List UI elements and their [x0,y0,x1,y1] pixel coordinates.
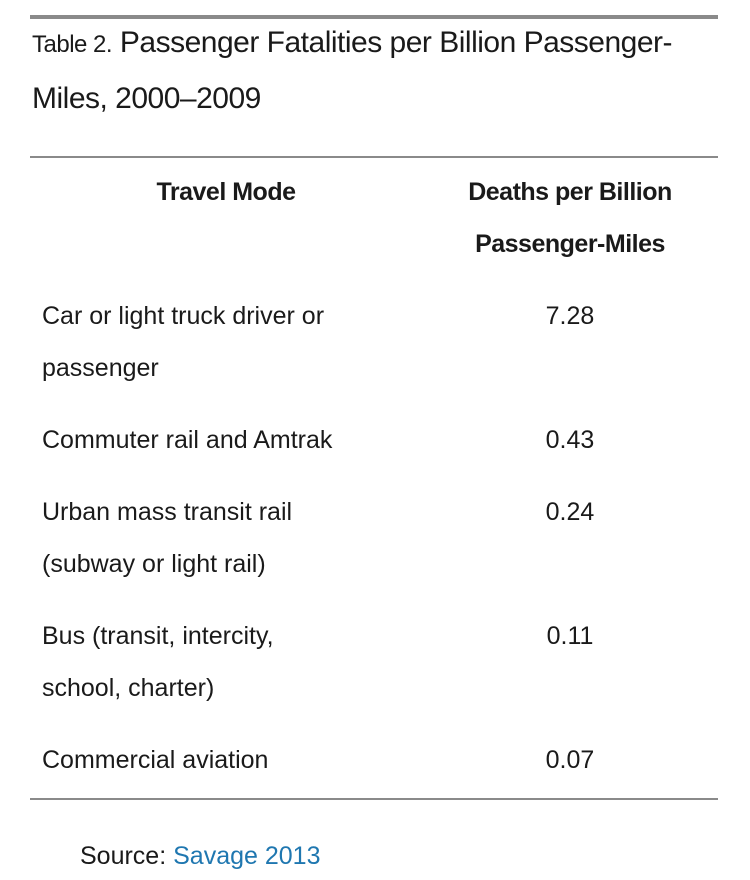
table-title: Passenger Fatalities per Billion Passeng… [32,26,673,115]
travel-mode-cell: Commercial aviation [42,746,269,774]
table-row: Urban mass transit rail (subway or light… [30,466,718,590]
header-row: Travel Mode Deaths per Billion Passenger… [30,158,718,270]
travel-mode-cell: Car or light truck driver or passenger [30,270,422,394]
travel-mode-cell: Urban mass transit rail (subway or light… [30,466,422,590]
table-caption: Table 2. Passenger Fatalities per Billio… [32,16,712,126]
table-label: Table 2. [32,31,113,58]
table-row: Bus (transit, intercity, school, charter… [30,590,718,714]
header-rule [30,156,718,158]
column-header-deaths-text: Deaths per Billion Passenger-Miles [468,178,672,258]
source-label: Source: [80,842,167,870]
top-rule [30,15,718,19]
travel-mode-cell: Commuter rail and Amtrak [42,426,333,454]
fatalities-table: Travel Mode Deaths per Billion Passenger… [30,158,718,799]
deaths-cell: 0.43 [545,426,595,454]
column-header-deaths: Deaths per Billion Passenger-Miles [422,158,718,270]
source-link[interactable]: Savage 2013 [173,842,321,870]
source-note: Source: Savage 2013 [80,836,320,876]
column-header-travel-mode: Travel Mode [156,178,297,206]
bottom-rule [30,798,718,800]
travel-mode-text: Car or light truck driver or passenger [42,302,325,382]
deaths-cell: 0.24 [545,498,595,526]
travel-mode-cell: Bus (transit, intercity, school, charter… [30,590,422,714]
table-row: Commercial aviation 0.07 [30,714,718,799]
table-row: Commuter rail and Amtrak 0.43 [30,394,718,466]
table-row: Car or light truck driver or passenger 7… [30,270,718,394]
travel-mode-text: Bus (transit, intercity, school, charter… [42,622,274,702]
travel-mode-text: Urban mass transit rail (subway or light… [42,498,293,578]
deaths-cell: 0.11 [546,622,594,650]
deaths-cell: 7.28 [545,302,595,330]
deaths-cell: 0.07 [545,746,595,774]
